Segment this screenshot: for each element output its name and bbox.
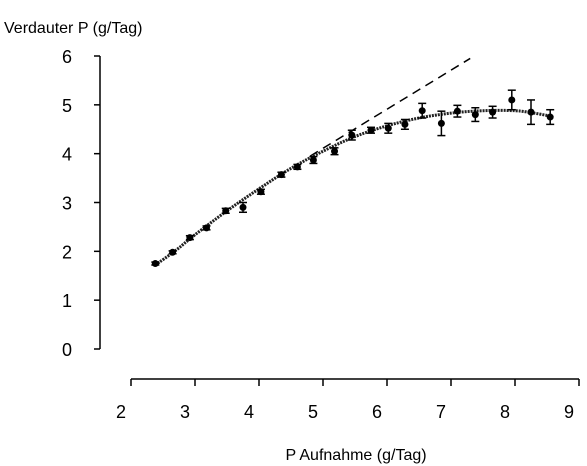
x-tick-label: 3	[180, 402, 190, 422]
data-point	[453, 104, 462, 118]
point-marker	[489, 108, 497, 116]
data-point	[384, 122, 393, 134]
x-tick-label: 6	[372, 402, 382, 422]
x-axis-title: P Aufnahme (g/Tag)	[285, 447, 426, 464]
point-marker	[277, 171, 285, 179]
point-marker	[384, 124, 392, 132]
data-point	[309, 155, 318, 165]
point-marker	[367, 126, 375, 134]
y-tick-label: 4	[62, 145, 72, 165]
point-marker	[257, 188, 265, 196]
data-point	[418, 102, 427, 119]
data-point	[546, 108, 555, 126]
point-marker	[348, 131, 356, 139]
point-marker	[437, 119, 445, 127]
y-tick-label: 0	[62, 340, 72, 360]
point-marker	[471, 111, 479, 119]
point-marker	[527, 108, 535, 116]
x-tick-label: 4	[244, 402, 254, 422]
data-point	[400, 118, 409, 130]
point-marker	[508, 96, 516, 104]
point-marker	[293, 163, 301, 171]
data-point	[185, 234, 194, 242]
x-tick-label: 9	[564, 402, 574, 422]
y-tick-label: 2	[62, 242, 72, 262]
data-point	[330, 147, 339, 156]
data-point	[256, 188, 265, 196]
data-point	[239, 201, 247, 214]
point-marker	[222, 207, 230, 215]
x-tick-label: 2	[116, 402, 126, 422]
data-point	[202, 224, 211, 232]
point-marker	[401, 120, 409, 128]
data-point	[293, 163, 302, 171]
reference-line	[309, 57, 471, 157]
point-marker	[151, 260, 159, 268]
data-points	[151, 89, 555, 268]
point-marker	[331, 147, 339, 155]
data-point	[151, 260, 160, 268]
y-tick-label: 1	[62, 291, 72, 311]
data-point	[471, 107, 480, 123]
x-tick-label: 7	[436, 402, 446, 422]
data-point	[168, 248, 177, 256]
x-ticks: 2 3 4 5 6 7 8 9	[116, 379, 580, 422]
data-point	[507, 89, 516, 111]
point-marker	[418, 107, 426, 115]
point-marker	[453, 107, 461, 115]
data-point	[221, 207, 230, 215]
data-point	[277, 171, 286, 179]
point-marker	[239, 203, 247, 211]
y-ticks: 0 1 2 3 4 5 6	[62, 47, 100, 360]
point-marker	[309, 156, 317, 164]
point-marker	[546, 113, 554, 121]
y-axis-title: Verdauter P (g/Tag)	[4, 20, 142, 37]
y-tick-label: 3	[62, 194, 72, 214]
data-point	[347, 129, 356, 141]
data-point	[437, 110, 446, 137]
data-point	[527, 99, 535, 126]
y-tick-label: 5	[62, 96, 72, 116]
data-point	[488, 105, 497, 119]
point-marker	[203, 224, 211, 232]
y-tick-label: 6	[62, 47, 72, 67]
x-tick-label: 5	[308, 402, 318, 422]
point-marker	[186, 234, 194, 242]
data-point	[367, 126, 375, 134]
point-marker	[169, 248, 177, 256]
x-tick-label: 8	[500, 402, 510, 422]
